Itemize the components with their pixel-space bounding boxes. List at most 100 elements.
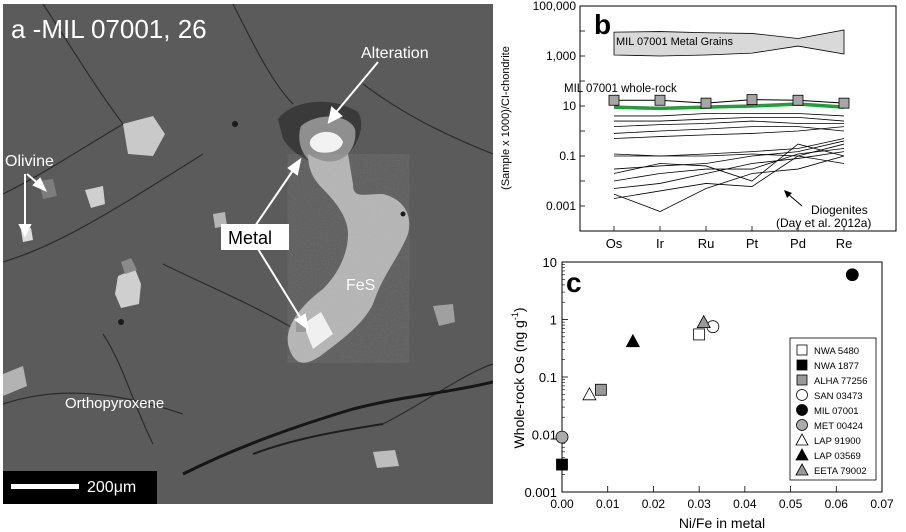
b-xtick-label-Ir: Ir — [656, 236, 665, 251]
ylabel-end: ) — [511, 307, 527, 312]
ylabel-main: Whole-rock Os (ng g — [511, 320, 527, 448]
alteration-label: Alteration — [361, 45, 429, 62]
point-nwa-5480 — [693, 328, 706, 341]
metal-arrowhead-up — [287, 157, 302, 176]
legend-marker-mil-07001 — [796, 404, 808, 416]
pore-3 — [400, 211, 406, 217]
pore-1 — [232, 121, 238, 127]
c-xtick-label: 0.03 — [687, 497, 711, 511]
b-ytick-label: 10 — [563, 99, 577, 113]
wholerock-point-Ru — [700, 97, 712, 109]
point-alha-77256 — [594, 383, 607, 396]
scale-bar — [11, 484, 79, 489]
b-xtick-label-Re: Re — [836, 236, 853, 251]
wholerock-point-Pt — [746, 94, 758, 106]
dark-crack-2 — [252, 423, 384, 455]
legend-label-mil-07001: MIL 07001 — [814, 406, 859, 417]
legend-marker-alha-77256 — [796, 374, 808, 386]
legend-label-lap-91900: LAP 91900 — [814, 436, 861, 447]
legend-marker-san-03473 — [796, 389, 808, 401]
metal-grains-band — [613, 29, 845, 57]
c-xtick-label: 0.00 — [550, 497, 574, 511]
wholerock-point-Pd — [792, 94, 804, 106]
point-lap-91900 — [582, 386, 597, 401]
point-lap-03569 — [625, 333, 641, 348]
diogenites-arrow — [787, 193, 803, 207]
legend-marker-nwa-5480 — [796, 344, 808, 356]
metal-grain-top — [309, 131, 343, 153]
b-ytick-label: 1,000 — [546, 49, 576, 63]
c-xtick-label: 0.04 — [733, 497, 757, 511]
point-eeta-79002 — [696, 314, 711, 329]
legend-marker-eeta-79002 — [795, 463, 809, 476]
c-ytick-label: 0.001 — [524, 485, 557, 500]
wholerock-green-line — [613, 102, 845, 111]
b-ytick-label: 100,000 — [533, 0, 577, 13]
diogenite-line-13 — [613, 143, 845, 182]
grain-2 — [85, 186, 105, 208]
grain-1 — [123, 116, 165, 156]
legend-label-met-00424: MET 00424 — [814, 421, 863, 432]
c-xtick-label: 0.02 — [642, 497, 666, 511]
grain-7 — [3, 366, 27, 396]
metal-label-box — [221, 224, 289, 250]
c-xtick-label: 0.06 — [825, 497, 849, 511]
diogenite-line-9 — [613, 148, 845, 182]
panel-b-ylabel: (Sample x 1000)/CI-chondrite — [500, 46, 512, 190]
metal-arrowhead-down — [294, 313, 309, 331]
b-xtick-label-Pd: Pd — [790, 236, 806, 251]
grain-4 — [121, 258, 137, 274]
wholerock-line — [614, 99, 845, 104]
c-ytick-label: 10 — [543, 258, 557, 270]
olivine-arrowhead-1 — [32, 177, 48, 193]
olivine-arrowhead-2 — [18, 224, 32, 238]
grain-8 — [373, 450, 399, 468]
dark-crack — [182, 380, 493, 476]
legend-marker-met-00424 — [796, 419, 808, 431]
pore-2 — [118, 319, 124, 325]
olivine-grain-1 — [39, 179, 57, 199]
metal-arrow-down — [257, 248, 304, 323]
legend-label-eeta-79002: EETA 79002 — [814, 466, 867, 477]
panel-c-chart: 10 1 0.1 0.01 0.001 0.00 0.01 0.02 0.03 0.04 0.05… — [510, 258, 894, 531]
bse-background — [3, 4, 493, 504]
metal-grain-bottom — [303, 312, 333, 349]
point-nwa-1877 — [556, 458, 568, 471]
grain-3 — [115, 269, 141, 308]
panel-a-image: a -MIL 07001, 26 Alteration Olivine Meta… — [3, 4, 493, 504]
fes-grain — [287, 154, 410, 363]
diogenite-line-1 — [614, 113, 845, 117]
wholerock-label: MIL 07001 whole-rock — [564, 83, 677, 95]
b-xtick-label-Ru: Ru — [698, 236, 715, 251]
olivine-label: Olivine — [5, 153, 54, 170]
legend-marker-lap-91900 — [795, 433, 809, 446]
diogenite-line-3 — [613, 120, 844, 127]
legend-marker-lap-03569 — [795, 448, 809, 461]
c-ytick-label: 1 — [550, 313, 557, 328]
wholerock-point-Re — [838, 97, 850, 109]
diogenite-line-12 — [613, 155, 845, 199]
grain-6 — [433, 304, 455, 326]
metal-grains-label: MIL 07001 Metal Grains — [616, 36, 733, 48]
panel-c-ylabel: Whole-rock Os (ng g-1) — [510, 307, 527, 448]
legend-label-nwa-5480: NWA 5480 — [814, 346, 859, 357]
alteration-arrowhead — [327, 106, 343, 124]
panel-b-chart: 100,000 1,000 10 0.1 0.001 Os Ir Ru Pt Pd Re b MI… — [500, 0, 897, 251]
diogenite-line-2 — [614, 116, 845, 122]
metal-label: Metal — [228, 228, 272, 248]
panel-c-xlabel: Ni/Fe in metal — [679, 515, 765, 531]
legend-label-alha-77256: ALHA 77256 — [814, 376, 867, 387]
point-mil-07001 — [845, 268, 859, 282]
b-xtick-label-Pt: Pt — [746, 236, 759, 251]
legend-label-san-03473: SAN 03473 — [814, 391, 863, 402]
legend-label-lap-03569: LAP 03569 — [814, 451, 861, 462]
scale-bar-label: 200μm — [87, 479, 136, 496]
b-xtick-label-Os: Os — [606, 236, 623, 251]
orthopyroxene-label: Orthopyroxene — [65, 395, 164, 412]
c-ytick-label: 0.01 — [532, 428, 557, 443]
c-xtick-label: 0.05 — [779, 497, 803, 511]
wholerock-point-Ir — [654, 94, 666, 106]
fes-label: FeS — [346, 277, 375, 294]
diogenite-line-4 — [613, 126, 845, 134]
diogenite-line-11 — [613, 155, 845, 212]
